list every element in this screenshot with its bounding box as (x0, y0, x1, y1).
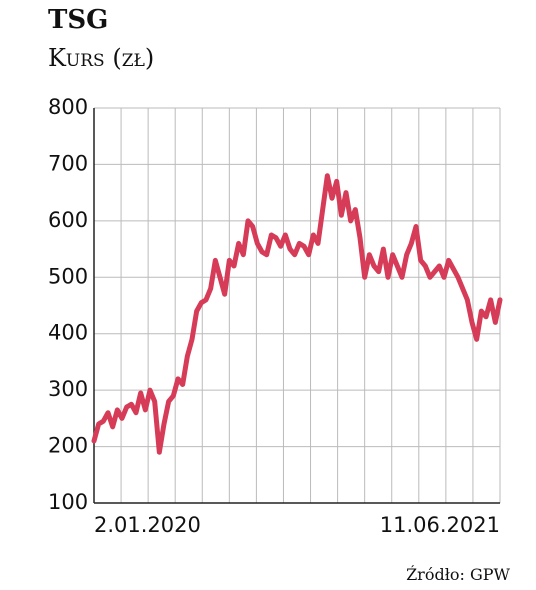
x-tick-label: 2.01.2020 (94, 513, 201, 537)
chart-title: TSG (48, 5, 108, 35)
source: Źródło: GPW (406, 564, 510, 584)
y-tick-label: 100 (48, 490, 88, 514)
line (91, 173, 503, 455)
y-tick-label: 400 (48, 321, 88, 345)
y-tick-label: 800 (48, 95, 88, 119)
y-tick-label: 500 (48, 264, 88, 288)
x-tick-label: 11.06.2021 (380, 513, 500, 537)
y-tick-label: 200 (48, 434, 88, 458)
chart-subtitle: Kurs (zł) (48, 44, 154, 72)
y-tick-label: 700 (48, 151, 88, 175)
y-tick-label: 300 (48, 377, 88, 401)
y-tick-label: 600 (48, 208, 88, 232)
